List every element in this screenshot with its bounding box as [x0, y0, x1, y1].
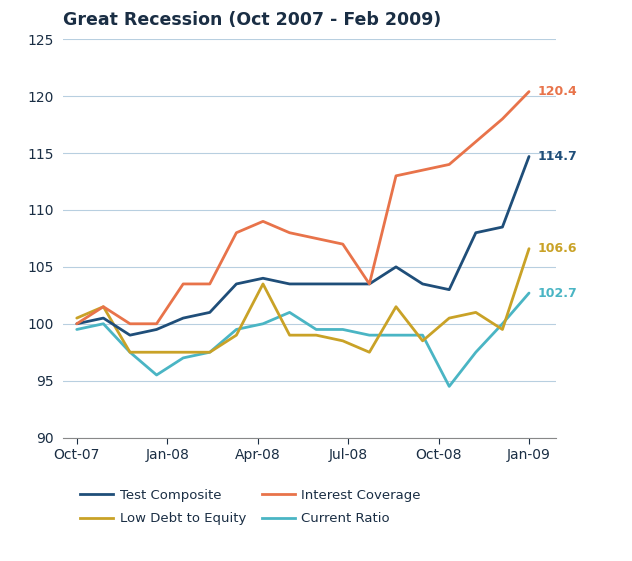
Text: Great Recession (Oct 2007 - Feb 2009): Great Recession (Oct 2007 - Feb 2009): [63, 11, 441, 29]
Text: 102.7: 102.7: [537, 287, 577, 300]
Text: 114.7: 114.7: [537, 150, 577, 163]
Legend: Test Composite, Low Debt to Equity, Interest Coverage, Current Ratio: Test Composite, Low Debt to Equity, Inte…: [75, 484, 426, 531]
Text: 106.6: 106.6: [537, 242, 577, 255]
Text: 120.4: 120.4: [537, 85, 577, 98]
